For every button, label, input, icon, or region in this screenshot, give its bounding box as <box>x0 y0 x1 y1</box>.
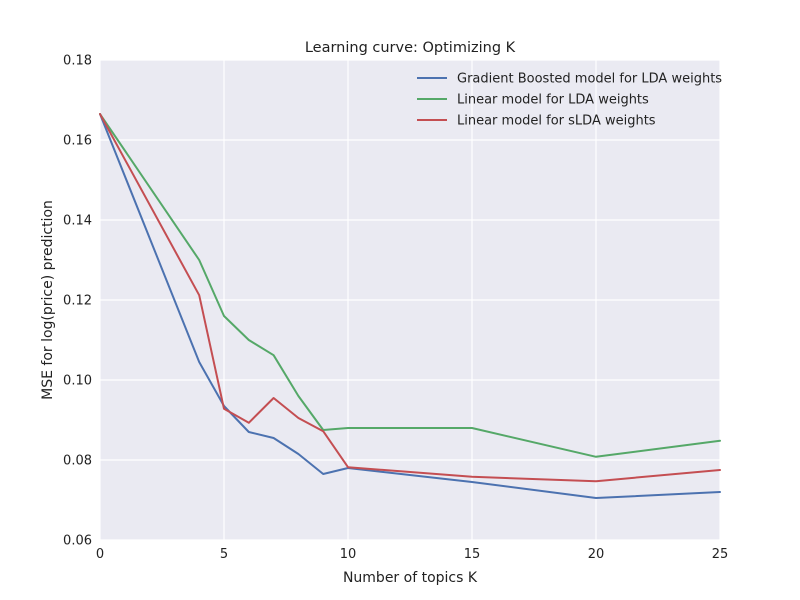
y-tick-label: 0.10 <box>63 374 92 389</box>
legend-label-2: Linear model for LDA weights <box>457 93 649 108</box>
y-tick-label: 0.08 <box>63 454 92 469</box>
grid <box>99 59 721 541</box>
series-layer <box>99 113 721 499</box>
series-line-1 <box>99 113 721 499</box>
y-axis-label: MSE for log(price) prediction <box>40 200 56 400</box>
y-tick-label: 0.18 <box>63 54 92 69</box>
y-tick-label: 0.16 <box>63 134 92 149</box>
x-tick-label: 20 <box>588 547 605 562</box>
y-tick-label: 0.14 <box>63 214 92 229</box>
series-line-2 <box>99 113 721 458</box>
x-tick-label: 10 <box>340 547 357 562</box>
y-tick-label: 0.12 <box>63 294 92 309</box>
x-tick-label: 0 <box>96 547 104 562</box>
x-tick-label: 15 <box>464 547 481 562</box>
legend-label-3: Linear model for sLDA weights <box>457 114 656 129</box>
series-line-3 <box>99 113 721 483</box>
tick-labels: 0 5 10 15 20 25 0.06 0.08 0.10 0.12 0.14 0.16 0.18 <box>63 54 728 563</box>
x-tick-label: 25 <box>712 547 729 562</box>
x-tick-label: 5 <box>220 547 228 562</box>
legend-label-1: Gradient Boosted model for LDA weights <box>457 72 722 87</box>
y-tick-label: 0.06 <box>63 534 92 549</box>
chart-title: Learning curve: Optimizing K <box>305 40 516 56</box>
legend: Gradient Boosted model for LDA weights Li… <box>417 72 722 129</box>
x-axis-label: Number of topics K <box>343 570 478 586</box>
